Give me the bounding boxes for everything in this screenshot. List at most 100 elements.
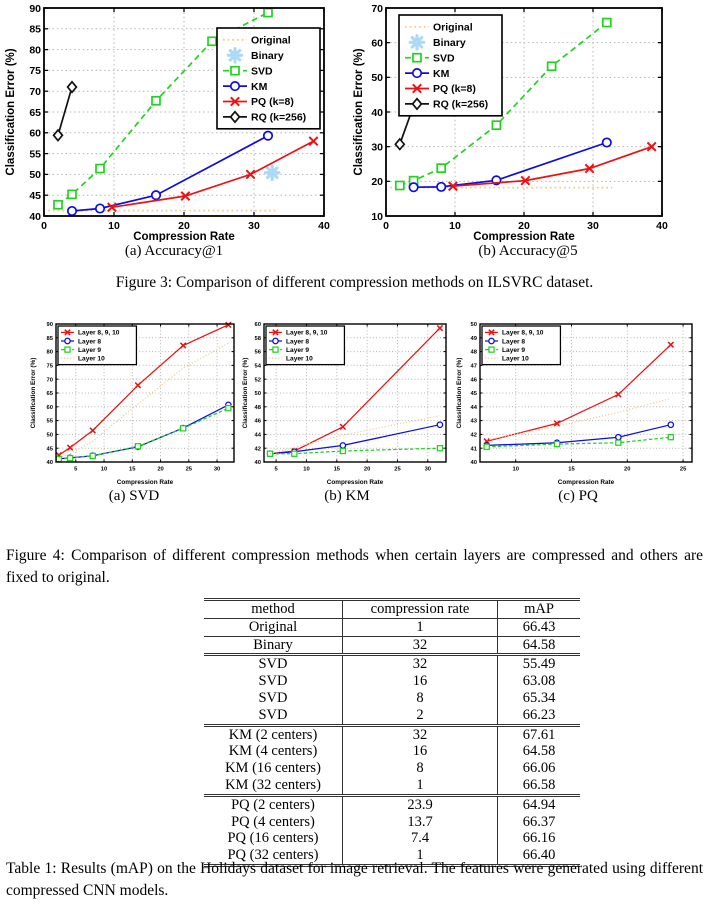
svg-text:Binary: Binary: [251, 50, 284, 62]
svg-text:0: 0: [41, 220, 47, 232]
y-axis-label: Classification Error (%): [242, 358, 249, 429]
table-cell: 32: [342, 653, 498, 674]
svg-text:SVD: SVD: [251, 65, 273, 77]
svg-text:SVD: SVD: [433, 52, 455, 64]
svg-text:30: 30: [425, 466, 431, 472]
svg-text:15: 15: [129, 466, 136, 472]
table-cell: 32: [342, 723, 498, 744]
svg-text:KM: KM: [433, 68, 450, 80]
chart-layers-pq: 10 15 20 25 40 41 42 43 44 45 46 47 48 49 50 Compressio…: [456, 322, 693, 486]
svg-text:25: 25: [186, 466, 193, 472]
legend: Original Binary SVD KM PQ (k=8) RQ (k=256): [398, 14, 503, 117]
table-cell: 66.37: [522, 813, 556, 830]
svg-text:Original: Original: [433, 22, 473, 34]
svg-text:55: 55: [47, 419, 54, 425]
svg-text:41: 41: [471, 446, 478, 452]
table-cell: KM (2 centers): [204, 723, 343, 744]
svg-text:40: 40: [47, 460, 53, 466]
table-row: KM (32 centers) 1 66.58: [204, 776, 580, 796]
x-axis-label: Compression Rate: [117, 479, 174, 486]
svg-text:40: 40: [318, 220, 330, 232]
svg-text:65: 65: [47, 391, 54, 397]
table-row: SVD 16 63.08: [204, 673, 580, 690]
svg-text:Layer 10: Layer 10: [502, 356, 529, 363]
svg-text:70: 70: [371, 3, 383, 15]
svg-text:0: 0: [383, 220, 389, 232]
svg-text:50: 50: [255, 391, 261, 397]
svg-text:40: 40: [255, 460, 261, 466]
svg-text:15: 15: [568, 466, 575, 472]
svg-text:20: 20: [624, 466, 630, 472]
svg-text:Layer 8: Layer 8: [502, 338, 525, 345]
table-header-cell: compression rate: [342, 599, 498, 619]
x-axis-label: Compression Rate: [327, 479, 384, 486]
svg-text:10: 10: [108, 220, 120, 232]
table-cell: SVD: [204, 689, 343, 707]
series-svd: [394, 17, 612, 191]
table-cell: 66.06: [522, 760, 556, 777]
svg-text:10: 10: [449, 220, 461, 232]
table-cell: 64.58: [522, 743, 556, 760]
table-cell: 8: [342, 689, 498, 707]
svg-text:Layer 9: Layer 9: [502, 347, 525, 354]
table-cell: 64.58: [497, 635, 580, 655]
table-row: PQ (4 centers) 13.7 66.37: [204, 813, 580, 831]
svg-text:50: 50: [371, 72, 383, 84]
svg-text:75: 75: [47, 363, 54, 369]
table-cell: 2: [342, 706, 498, 726]
chart-caption-layers-km: (b) KM: [324, 488, 370, 504]
table-cell: 16: [342, 743, 498, 761]
svg-text:Layer 8: Layer 8: [78, 338, 101, 345]
table-cell: SVD: [204, 653, 343, 674]
table-cell: 1: [342, 847, 498, 866]
svg-text:52: 52: [255, 377, 261, 383]
svg-text:45: 45: [47, 446, 54, 452]
svg-text:47: 47: [471, 363, 477, 369]
table-row: PQ (16 centers) 7.4 66.16: [204, 830, 580, 848]
table-cell: PQ (16 centers): [204, 830, 343, 848]
svg-text:42: 42: [471, 432, 477, 438]
table-cell: 1: [342, 618, 498, 637]
table-row: KM (2 centers) 32 67.61: [204, 723, 580, 744]
svg-text:10: 10: [371, 211, 383, 223]
table-cell: 63.08: [522, 673, 556, 690]
svg-text:50: 50: [29, 169, 41, 181]
svg-text:RQ (k=256): RQ (k=256): [433, 99, 488, 111]
table-header-row: method compression rate mAP: [204, 599, 580, 619]
table-cell: SVD: [204, 706, 343, 726]
svg-text:40: 40: [371, 107, 383, 119]
table-cell: 16: [342, 673, 498, 690]
svg-text:Layer 8: Layer 8: [286, 338, 309, 345]
table-row: Original 1 66.43: [204, 618, 580, 637]
table-cell: 66.16: [522, 830, 556, 847]
table-cell: 64.94: [497, 793, 580, 814]
axis-ticks: [56, 323, 234, 463]
series-layer-9: [55, 404, 232, 463]
svg-text:25: 25: [680, 466, 687, 472]
svg-text:KM: KM: [251, 81, 268, 93]
table-cell: 66.43: [522, 618, 556, 635]
svg-text:46: 46: [471, 377, 478, 383]
table-cell: KM (4 centers): [204, 743, 343, 761]
table-cell: SVD: [204, 673, 343, 690]
axis-ticks: [480, 323, 692, 463]
series-layer-8-9-10: [55, 321, 232, 459]
svg-text:90: 90: [47, 322, 53, 328]
table-cell: Original: [204, 618, 343, 637]
chart-caption-accuracy-at-5: (b) Accuracy@5: [478, 243, 578, 259]
svg-text:RQ (k=256): RQ (k=256): [251, 112, 306, 124]
figure4-caption: Figure 4: Comparison of different compre…: [6, 547, 703, 586]
svg-text:40: 40: [656, 220, 668, 232]
table-cell: 7.4: [342, 830, 498, 848]
chart-layers-km: 5 10 15 20 25 30 40 42 44 46 48 50 52 54 56 58 60 Compres…: [242, 322, 447, 486]
svg-text:20: 20: [364, 466, 370, 472]
svg-text:60: 60: [29, 128, 41, 140]
svg-text:45: 45: [29, 190, 41, 202]
series-layer-9: [266, 445, 444, 457]
svg-text:15: 15: [334, 466, 341, 472]
y-axis-label: Classification Error (%): [353, 48, 365, 175]
svg-text:30: 30: [371, 141, 383, 153]
table-cell: 23.9: [342, 793, 498, 814]
svg-text:30: 30: [248, 220, 260, 232]
